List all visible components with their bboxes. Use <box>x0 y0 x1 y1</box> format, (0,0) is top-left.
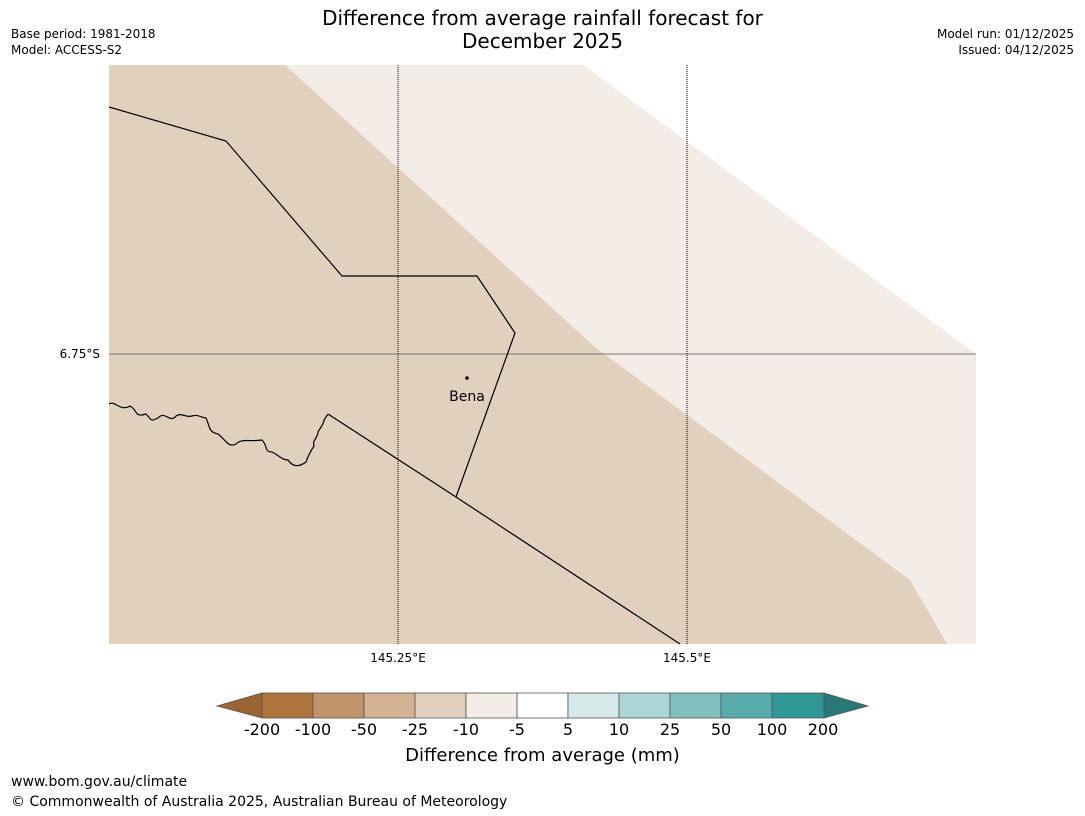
map-title-line2: December 2025 <box>462 29 623 53</box>
footer-url: www.bom.gov.au/climate <box>11 774 188 790</box>
meta-left: Base period: 1981-2018 Model: ACCESS-S2 <box>11 26 156 58</box>
footer-copyright: © Commonwealth of Australia 2025, Austra… <box>11 794 508 810</box>
colorbar-bin-10 <box>720 692 773 719</box>
colorbar-bin-2 <box>312 692 365 719</box>
colorbar-tick: -5 <box>509 720 525 739</box>
issued-text: Issued: 04/12/2025 <box>958 43 1074 57</box>
lon-label-1: 145.25°E <box>370 651 426 665</box>
colorbar-bin-9 <box>669 692 722 719</box>
colorbar-tick: -50 <box>350 720 378 739</box>
lon-label-2: 145.5°E <box>663 651 711 665</box>
base-period-text: Base period: 1981-2018 <box>11 27 156 41</box>
colorbar-bin-5 <box>465 692 518 719</box>
bena-marker <box>465 376 469 380</box>
colorbar-max-extend <box>823 692 870 719</box>
colorbar-title: Difference from average (mm) <box>405 745 680 766</box>
colorbar-tick: -200 <box>243 720 281 739</box>
boundary-line-south <box>327 413 681 644</box>
colorbar-bin-11 <box>771 692 825 719</box>
colorbar-tick: -25 <box>401 720 429 739</box>
river-line <box>109 402 329 467</box>
lat-label: 6.75°S <box>60 347 100 361</box>
colorbar-bin-3 <box>363 692 416 719</box>
colorbar-tick: 200 <box>807 720 839 739</box>
meta-right: Model run: 01/12/2025 Issued: 04/12/2025 <box>937 26 1074 58</box>
colorbar-tick: 5 <box>562 720 574 739</box>
colorbar-bin-4 <box>414 692 467 719</box>
map-title-line1: Difference from average rainfall forecas… <box>322 6 763 30</box>
boundary-line-north <box>109 106 516 498</box>
colorbar-bin-6 <box>516 692 569 719</box>
model-run-text: Model run: 01/12/2025 <box>936 27 1074 41</box>
colorbar-tick: 25 <box>659 720 681 739</box>
colorbar-bin-8 <box>618 692 671 719</box>
map-title: Difference from average rainfall forecas… <box>0 7 1085 53</box>
colorbar-tick: 100 <box>756 720 788 739</box>
colorbar-tick: 50 <box>710 720 732 739</box>
colorbar-tick: 10 <box>608 720 630 739</box>
colorbar-bin-1 <box>261 692 314 719</box>
colorbar <box>215 692 870 719</box>
colorbar-tick: -10 <box>452 720 480 739</box>
place-label-bena: Bena <box>449 389 485 405</box>
map-region-white <box>583 65 976 354</box>
colorbar-tick: -100 <box>294 720 332 739</box>
colorbar-min-extend <box>215 692 263 719</box>
model-text: Model: ACCESS-S2 <box>11 43 123 57</box>
colorbar-bin-7 <box>567 692 620 719</box>
